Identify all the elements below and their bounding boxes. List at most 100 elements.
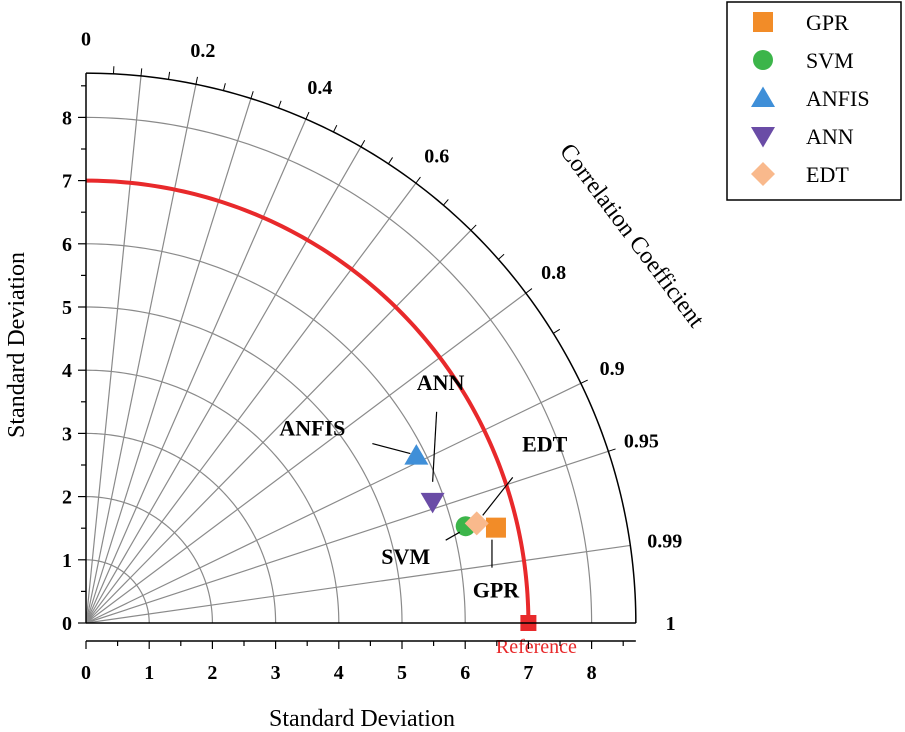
std-grid-arc xyxy=(85,432,277,624)
legend-label-edt: EDT xyxy=(806,162,849,187)
corr-tick xyxy=(553,328,561,334)
corr-grid-line xyxy=(85,182,417,624)
annotation-ann: ANN xyxy=(417,370,465,395)
reference-label: Reference xyxy=(496,636,577,658)
y-axis-title: Standard Deviation xyxy=(4,252,30,438)
y-tick-label: 5 xyxy=(62,297,72,319)
corr-tick xyxy=(443,199,449,206)
corr-tick xyxy=(498,253,505,260)
x-tick-label: 2 xyxy=(207,662,217,684)
corr-grid-line xyxy=(85,84,197,624)
reference-arc xyxy=(85,178,531,624)
y-tick-label: 0 xyxy=(62,613,72,635)
annotation-layer: GPR SVM ANFIS ANN EDT xyxy=(279,370,567,603)
corr-tick-label: 0.99 xyxy=(647,531,682,553)
annotation-anfis: ANFIS xyxy=(279,416,345,441)
annotation-svm: SVM xyxy=(381,544,430,569)
corr-tick xyxy=(167,71,171,80)
point-ann xyxy=(420,492,445,514)
grid-layer xyxy=(85,75,631,624)
x-tick-label: 8 xyxy=(587,662,597,684)
corr-tick-label: 1 xyxy=(666,613,676,635)
y-tick-label: 4 xyxy=(62,360,72,382)
corr-tick-label: 0.95 xyxy=(624,430,659,452)
y-tick-label: 6 xyxy=(62,234,72,256)
std-grid-arc xyxy=(85,369,340,624)
legend: GPR SVM ANFIS ANN EDT xyxy=(726,1,902,201)
legend-label-anfis: ANFIS xyxy=(806,86,870,111)
x-tick-label: 5 xyxy=(397,662,407,684)
corr-tick xyxy=(195,76,198,85)
corr-tick xyxy=(305,111,310,120)
std-grid-arc xyxy=(85,116,593,624)
x-tick-label: 3 xyxy=(271,662,281,684)
x-tick-label: 4 xyxy=(334,662,344,684)
legend-marker-anfis xyxy=(751,86,775,107)
point-gpr xyxy=(485,517,506,538)
annotation-gpr: GPR xyxy=(473,578,521,603)
std-grid-arc xyxy=(85,243,466,624)
corr-tick-label: 0.4 xyxy=(307,77,332,99)
corr-tick xyxy=(222,83,226,91)
corr-grid-line xyxy=(85,450,609,624)
correlation-axis-title: Correlation Coefficient xyxy=(554,139,709,333)
corr-tick xyxy=(608,448,616,452)
std-grid-arc xyxy=(85,306,403,624)
points-layer xyxy=(404,444,506,538)
corr-grid-line xyxy=(85,118,307,624)
x-tick-label: 0 xyxy=(81,662,91,684)
corr-tick-label: 0 xyxy=(81,28,91,50)
legend-label-gpr: GPR xyxy=(806,10,849,35)
corr-grid-line xyxy=(85,544,631,624)
corr-tick xyxy=(387,157,394,165)
std-grid-arc xyxy=(85,496,213,624)
corr-tick xyxy=(580,379,588,384)
y-tick-label: 7 xyxy=(62,171,72,193)
corr-grid-line xyxy=(85,292,527,624)
corr-tick xyxy=(332,124,338,133)
corr-grid-line xyxy=(85,146,362,624)
corr-tick-label: 0.2 xyxy=(190,40,215,62)
corr-grid-line xyxy=(85,382,582,624)
corr-tick xyxy=(250,91,254,99)
y-tick-label: 8 xyxy=(62,107,72,129)
leader-ann xyxy=(432,411,438,482)
leader-anfis xyxy=(372,443,411,455)
labels-layer: 0 0 1 1 2 2 3 3 4 4 5 5 6 6 7 7 8 8 0 0.2 0.4 0.6 0.8 0.9 0.95 0.… xyxy=(62,28,682,684)
corr-tick xyxy=(525,288,533,294)
legend-marker-gpr xyxy=(753,12,773,32)
corr-tick xyxy=(277,100,282,109)
legend-label-ann: ANN xyxy=(806,124,854,149)
legend-label-svm: SVM xyxy=(806,48,854,73)
outer-arc xyxy=(85,72,637,624)
y-tick-label: 1 xyxy=(62,550,72,572)
legend-marker-svm xyxy=(753,50,773,70)
corr-tick-label: 0.6 xyxy=(424,145,449,167)
x-tick-label: 1 xyxy=(144,662,154,684)
leader-svm xyxy=(445,531,460,541)
annotation-edt: EDT xyxy=(522,431,568,456)
corr-tick-label: 0.9 xyxy=(600,358,625,380)
corr-grid-line xyxy=(85,98,252,624)
axes-layer xyxy=(78,66,637,649)
legend-marker-edt xyxy=(751,162,775,186)
corr-tick xyxy=(140,68,143,76)
corr-tick xyxy=(415,176,421,184)
x-tick-label: 6 xyxy=(460,662,470,684)
corr-tick xyxy=(470,224,477,231)
point-anfis xyxy=(404,444,429,465)
corr-grid-line xyxy=(85,229,472,624)
leader-edt xyxy=(482,477,514,516)
std-grid-arc xyxy=(85,559,150,624)
std-grid-arc xyxy=(85,180,529,624)
legend-marker-ann xyxy=(751,127,775,148)
x-tick-label: 7 xyxy=(523,662,533,684)
corr-tick xyxy=(360,140,366,148)
corr-grid-line xyxy=(85,75,142,624)
point-edt xyxy=(464,511,489,536)
x-axis-title: Standard Deviation xyxy=(269,706,455,732)
corr-tick-label: 0.8 xyxy=(541,262,566,284)
y-tick-label: 2 xyxy=(62,487,72,509)
y-tick-label: 3 xyxy=(62,423,72,445)
